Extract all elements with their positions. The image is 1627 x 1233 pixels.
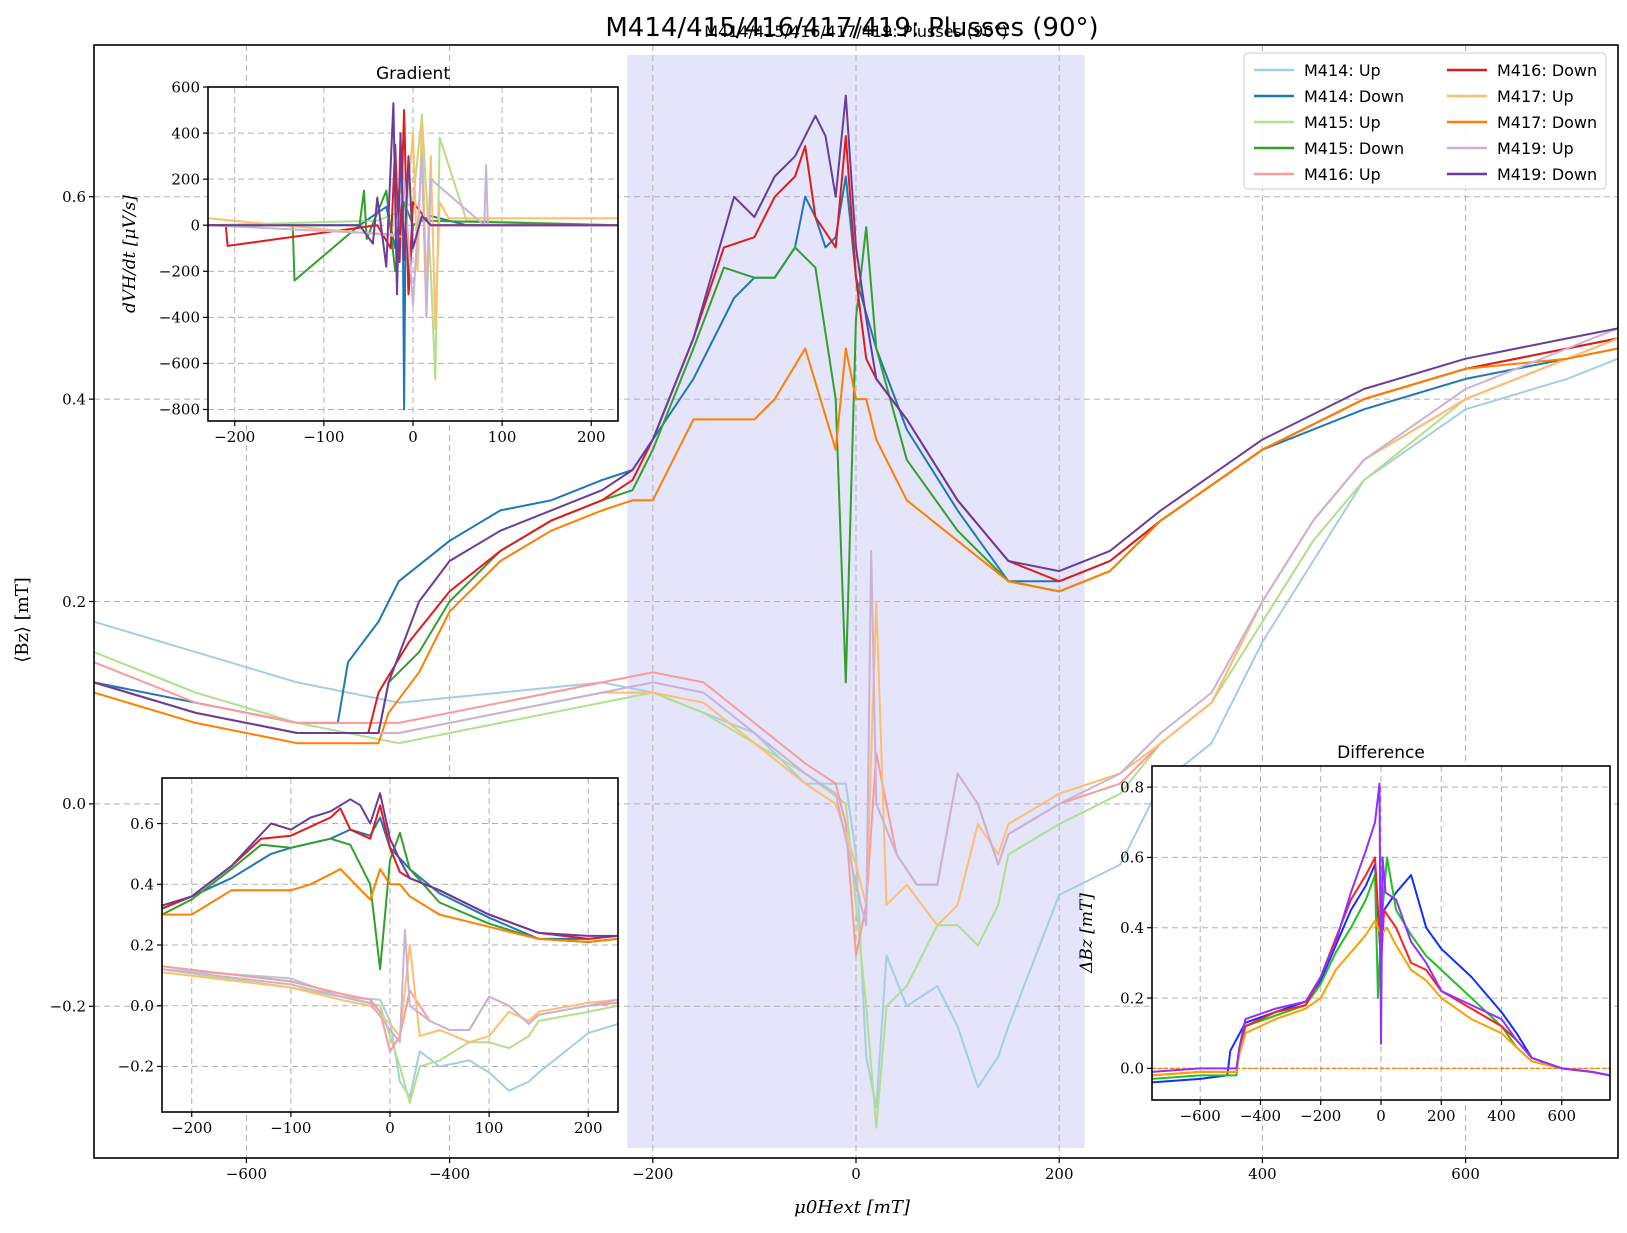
plot-frame bbox=[1151, 765, 1611, 1101]
series-line-m419-down bbox=[162, 792, 618, 937]
y-tick-label: −400 bbox=[159, 309, 200, 327]
y-tick-label: 0.0 bbox=[62, 795, 86, 813]
y-tick-label: 0.6 bbox=[1120, 849, 1144, 867]
inset-difference: −600 −400 −200 0 200 400 600 0.0 0.2 0.4 0.6 0.8 Dif… bbox=[1077, 743, 1611, 1125]
y-tick-label: 400 bbox=[171, 124, 200, 142]
plot-frame bbox=[207, 86, 619, 422]
inset-title: Difference bbox=[1337, 743, 1425, 763]
legend-label: M419: Down bbox=[1497, 165, 1597, 184]
x-tick-label: 100 bbox=[488, 428, 517, 446]
y-tick-label: 0.6 bbox=[130, 815, 154, 833]
x-axis-label: μ0Hext [mT] bbox=[794, 1197, 911, 1218]
x-tick-label: −200 bbox=[1300, 1107, 1341, 1125]
y-tick-label: −0.2 bbox=[50, 997, 86, 1015]
series-line-m414-down bbox=[162, 816, 618, 940]
y-tick-label: 0.0 bbox=[1120, 1060, 1144, 1078]
series-line-m417-down bbox=[162, 868, 618, 943]
x-tick-label: 0 bbox=[851, 1165, 861, 1183]
series-line-m419-up bbox=[94, 327, 1618, 927]
y-tick-label: 0.4 bbox=[130, 876, 154, 894]
series-line-m419 bbox=[1152, 782, 1610, 1077]
plot-frame bbox=[93, 44, 1619, 1159]
series-group bbox=[208, 102, 618, 411]
x-tick-label: −100 bbox=[303, 428, 344, 446]
y-tick-label: 0.2 bbox=[130, 936, 154, 954]
y-tick-label: 0.4 bbox=[62, 390, 86, 408]
y-tick-label: 0.2 bbox=[1120, 989, 1144, 1007]
legend-label: M416: Up bbox=[1304, 165, 1381, 184]
series-line-m417-up bbox=[162, 944, 618, 1044]
x-tick-label: −100 bbox=[270, 1119, 311, 1137]
x-tick-label: −400 bbox=[1240, 1107, 1281, 1125]
series-line-m414-down bbox=[208, 148, 618, 411]
y-tick-label: 0.6 bbox=[62, 188, 86, 206]
inset-title: Gradient bbox=[376, 64, 450, 84]
y-axis-label: ⟨Bz⟩ [mT] bbox=[12, 577, 33, 663]
x-tick-label: 200 bbox=[574, 1119, 603, 1137]
legend: M414: Up M414: Down M415: Up M415: Down M416… bbox=[1243, 52, 1607, 190]
x-tick-label: 200 bbox=[1045, 1165, 1074, 1183]
inset-y-axis-label: dVH/dt [μV/s] bbox=[120, 195, 140, 313]
legend-label: M417: Up bbox=[1497, 87, 1574, 106]
x-tick-label: −400 bbox=[429, 1165, 470, 1183]
x-tick-label: −600 bbox=[226, 1165, 267, 1183]
series-line-m415-up bbox=[94, 337, 1618, 1129]
x-tick-label: 600 bbox=[1547, 1107, 1576, 1125]
plot-frame bbox=[161, 777, 619, 1113]
legend-label: M415: Down bbox=[1304, 139, 1404, 158]
inset-zoom: −200 −100 0 100 200 −0.2 0.0 0.2 0.4 0.6 bbox=[118, 777, 619, 1137]
legend-label: M414: Up bbox=[1304, 61, 1381, 80]
series-line-m417-down bbox=[94, 347, 1618, 745]
x-tick-label: 100 bbox=[475, 1119, 504, 1137]
x-tick-label: −200 bbox=[171, 1119, 212, 1137]
legend-label: M415: Up bbox=[1304, 113, 1381, 132]
series-group bbox=[162, 792, 618, 1104]
y-tick-label: −200 bbox=[159, 263, 200, 281]
x-tick-label: −600 bbox=[1180, 1107, 1221, 1125]
inset-title: M414/415/416/417/419: Plusses (90°) bbox=[704, 22, 1008, 41]
x-tick-label: 0 bbox=[408, 428, 418, 446]
inset-gradient: −200 −100 0 100 200 −800 −600 −400 −200 0 200 400 60… bbox=[120, 64, 619, 446]
series-line-m419-down bbox=[208, 102, 618, 296]
x-tick-label: 600 bbox=[1451, 1165, 1480, 1183]
y-tick-label: −600 bbox=[159, 355, 200, 373]
chart-title: M414/415/416/417/419: Plusses (90°) bbox=[605, 13, 1098, 43]
y-tick-label: 0.2 bbox=[62, 593, 86, 611]
series-line-m415-down bbox=[162, 831, 618, 971]
series-group bbox=[94, 94, 1618, 1129]
series-line-m419-down bbox=[94, 94, 1618, 734]
x-tick-label: 0 bbox=[1376, 1107, 1386, 1125]
x-tick-label: −200 bbox=[214, 428, 255, 446]
series-line-m419-up bbox=[208, 155, 618, 319]
series-line-m419-up bbox=[162, 928, 618, 1044]
y-tick-label: −0.2 bbox=[118, 1058, 154, 1076]
x-tick-label: 400 bbox=[1487, 1107, 1516, 1125]
legend-label: M419: Up bbox=[1497, 139, 1574, 158]
legend-label: M417: Down bbox=[1497, 113, 1597, 132]
series-line-m415-up bbox=[208, 113, 618, 381]
series-group bbox=[1152, 782, 1610, 1084]
legend-box bbox=[1243, 52, 1607, 190]
y-tick-label: 0.4 bbox=[1120, 919, 1144, 937]
x-tick-label: 200 bbox=[577, 428, 606, 446]
legend-label: M414: Down bbox=[1304, 87, 1404, 106]
legend-label: M416: Down bbox=[1497, 61, 1597, 80]
y-tick-label: 0 bbox=[190, 216, 200, 234]
x-tick-label: 400 bbox=[1248, 1165, 1277, 1183]
y-tick-label: 200 bbox=[171, 170, 200, 188]
y-tick-label: 600 bbox=[171, 78, 200, 96]
inset-y-axis-label: ΔBz [mT] bbox=[1077, 893, 1097, 974]
y-tick-label: −800 bbox=[159, 401, 200, 419]
x-tick-label: −200 bbox=[632, 1165, 673, 1183]
x-tick-label: 0 bbox=[385, 1119, 395, 1137]
y-tick-label: 0.8 bbox=[1120, 778, 1144, 796]
y-tick-label: 0.0 bbox=[130, 997, 154, 1015]
x-tick-label: 200 bbox=[1427, 1107, 1456, 1125]
series-line-m416-down bbox=[94, 135, 1618, 734]
